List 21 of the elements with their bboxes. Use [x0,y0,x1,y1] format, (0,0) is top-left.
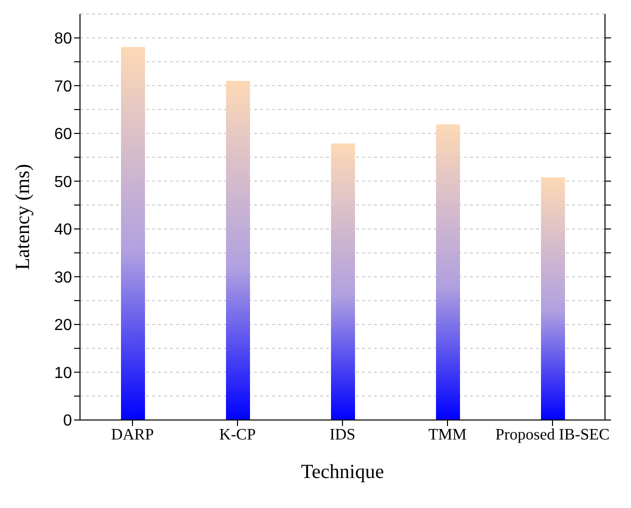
y-tick-label: 50 [54,174,72,191]
x-axis-title: Technique [300,461,384,483]
bar [331,143,355,420]
bar [226,80,250,420]
y-axis-title: Latency (ms) [12,164,34,270]
y-tick-label: 10 [54,364,72,382]
bar [121,46,145,420]
y-tick-label: 80 [54,30,72,48]
x-tick-label: DARP [111,426,154,444]
y-tick-label: 0 [63,412,72,430]
x-tick-label: TMM [428,426,467,444]
x-tick-label: IDS [330,426,356,444]
bar [541,177,565,420]
y-tick-label: 40 [54,222,72,239]
x-tick-label: Proposed IB-SEC [495,426,610,444]
y-tick-label: 20 [54,317,72,334]
y-tick-label: 60 [54,126,72,144]
y-tick-label: 30 [54,269,72,286]
y-tick-label: 70 [54,78,72,96]
bar [436,124,460,420]
x-tick-label: K-CP [219,426,256,444]
